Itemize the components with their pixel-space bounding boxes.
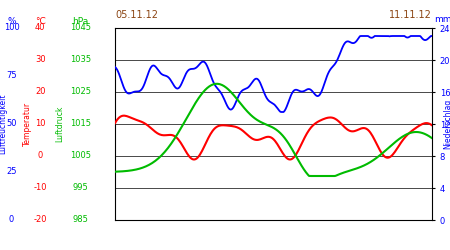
Text: Niederschlag: Niederschlag xyxy=(443,99,450,149)
Text: Luftdruck: Luftdruck xyxy=(55,106,64,142)
Text: 05.11.12: 05.11.12 xyxy=(115,10,158,20)
Text: 100: 100 xyxy=(4,24,19,32)
Text: 50: 50 xyxy=(6,120,17,128)
Text: 10: 10 xyxy=(35,120,45,128)
Text: 20: 20 xyxy=(35,88,45,96)
Text: 30: 30 xyxy=(35,56,45,64)
Text: 0: 0 xyxy=(38,152,43,160)
Text: 25: 25 xyxy=(6,168,17,176)
Text: Luftfeuchtigkeit: Luftfeuchtigkeit xyxy=(0,94,7,154)
Text: 1025: 1025 xyxy=(70,88,91,96)
Text: %: % xyxy=(7,16,16,26)
Text: 1005: 1005 xyxy=(70,152,91,160)
Text: 1045: 1045 xyxy=(70,24,91,32)
Text: Temperatur: Temperatur xyxy=(23,102,32,146)
Text: 1035: 1035 xyxy=(70,56,91,64)
Text: 11.11.12: 11.11.12 xyxy=(389,10,432,20)
Text: mm/h: mm/h xyxy=(434,14,450,23)
Text: -10: -10 xyxy=(33,184,47,192)
Text: 1015: 1015 xyxy=(70,120,91,128)
Text: 995: 995 xyxy=(72,184,88,192)
Text: 0: 0 xyxy=(9,216,14,224)
Text: 40: 40 xyxy=(35,24,45,32)
Text: hPa: hPa xyxy=(72,16,89,26)
Text: 75: 75 xyxy=(6,72,17,80)
Text: 985: 985 xyxy=(72,216,89,224)
Text: °C: °C xyxy=(35,16,45,26)
Text: -20: -20 xyxy=(33,216,47,224)
